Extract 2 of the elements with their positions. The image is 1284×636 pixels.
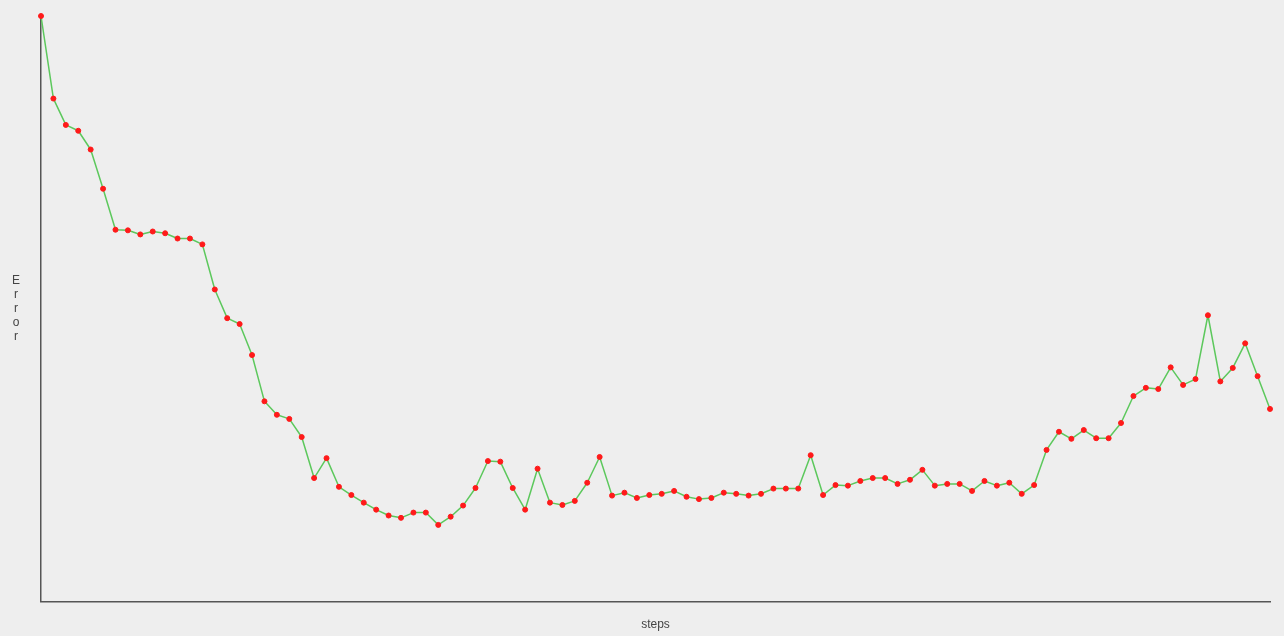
x-axis-title: steps [641, 617, 670, 632]
y-axis-title: Error [11, 273, 21, 344]
